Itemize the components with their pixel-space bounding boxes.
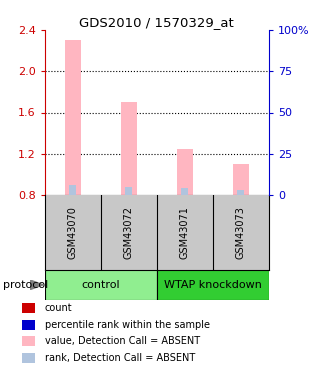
Text: value, Detection Call = ABSENT: value, Detection Call = ABSENT [45,336,200,346]
Text: protocol: protocol [3,280,48,290]
Bar [65,40,81,195]
Text: GSM43073: GSM43073 [236,206,246,259]
Text: WTAP knockdown: WTAP knockdown [164,280,262,290]
Bar [157,270,269,300]
Text: GSM43071: GSM43071 [180,206,190,259]
Bar [181,188,188,195]
Bar [69,185,76,195]
Bar [121,102,137,195]
Text: GSM43070: GSM43070 [68,206,78,259]
Text: GSM43072: GSM43072 [124,206,134,259]
Polygon shape [30,280,43,290]
Text: count: count [45,303,72,313]
Bar [125,187,132,195]
Text: percentile rank within the sample: percentile rank within the sample [45,320,210,330]
Bar [237,190,244,195]
Bar [233,164,249,195]
Bar [45,270,157,300]
Bar [177,148,193,195]
Text: control: control [82,280,120,290]
Title: GDS2010 / 1570329_at: GDS2010 / 1570329_at [79,16,234,29]
Text: rank, Detection Call = ABSENT: rank, Detection Call = ABSENT [45,353,195,363]
